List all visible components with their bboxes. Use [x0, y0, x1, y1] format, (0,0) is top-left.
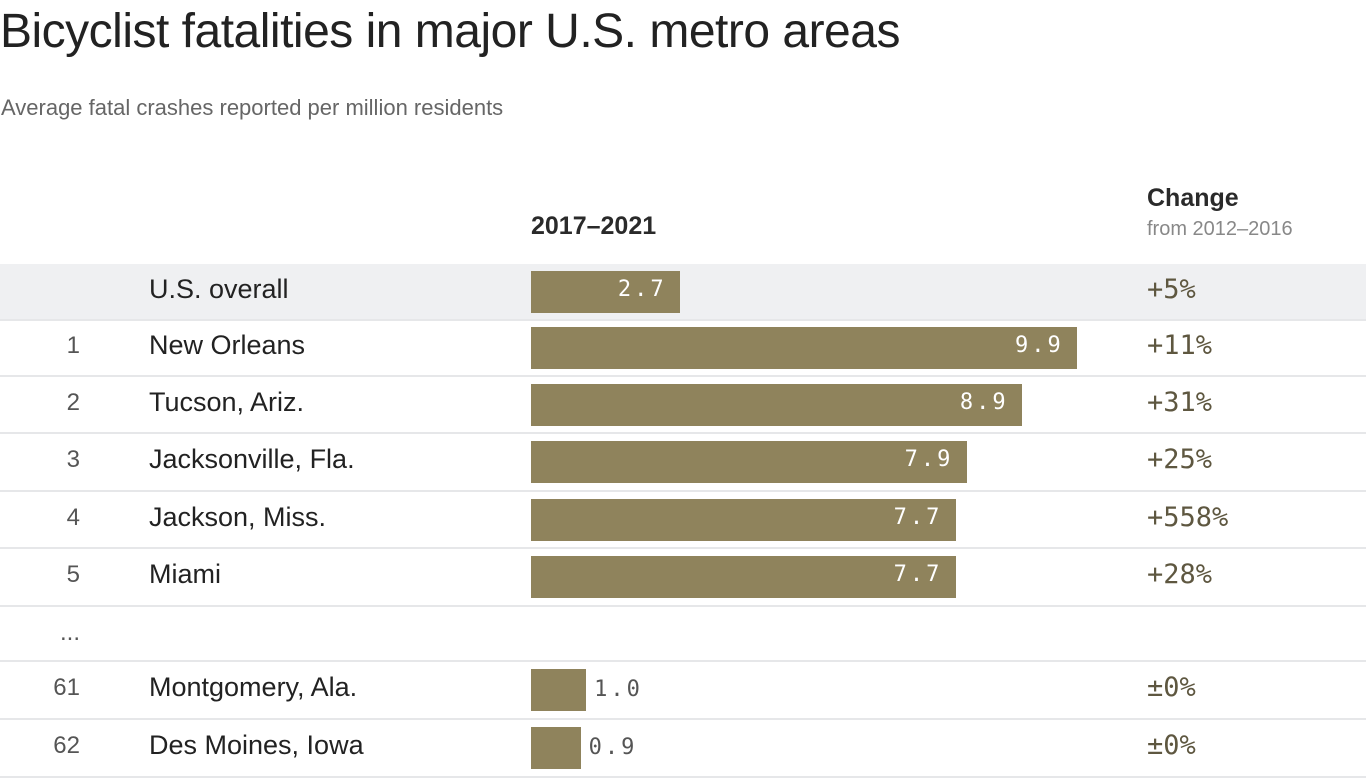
metro-name: Tucson, Ariz.	[149, 387, 305, 417]
change-column-subheader: from 2012–2016	[1147, 218, 1293, 240]
table-row: 2 Tucson, Ariz. 8.9 +31%	[0, 377, 1366, 434]
value-label: 8.9	[959, 390, 1009, 415]
change-column-header: Change	[1147, 184, 1239, 212]
bar	[531, 384, 1022, 426]
change-value: +28%	[1147, 559, 1213, 590]
chart-subtitle: Average fatal crashes reported per milli…	[1, 95, 504, 120]
rank-label: 2	[66, 389, 80, 416]
value-label: 1.0	[594, 677, 643, 702]
chart-title: Bicyclist fatalities in major U.S. metro…	[0, 5, 900, 58]
change-value: +25%	[1147, 444, 1213, 475]
table-row: 4 Jackson, Miss. 7.7 +558%	[0, 492, 1366, 549]
change-value: +31%	[1147, 387, 1213, 418]
rank-label: 3	[66, 446, 80, 473]
bar	[531, 441, 967, 483]
metro-name: U.S. overall	[149, 274, 289, 304]
ellipsis-row: ...	[0, 607, 1366, 662]
metro-name: Miami	[149, 559, 221, 589]
bar	[531, 669, 587, 711]
metro-name: New Orleans	[149, 330, 306, 360]
bar	[531, 727, 581, 769]
value-label: 0.9	[588, 735, 638, 760]
table-row: 61 Montgomery, Ala. 1.0 ±0%	[0, 662, 1366, 720]
rank-label: 4	[66, 504, 80, 531]
value-label: 7.7	[893, 505, 943, 530]
change-value: ±0%	[1147, 730, 1196, 761]
value-label: 7.9	[904, 447, 954, 472]
table-row: 62 Des Moines, Iowa 0.9 ±0%	[0, 720, 1366, 778]
rank-label: 5	[66, 561, 80, 588]
rank-label: 1	[66, 332, 80, 359]
metro-name: Montgomery, Ala.	[149, 672, 358, 702]
value-column-header: 2017–2021	[531, 212, 657, 240]
rank-label: 61	[53, 674, 80, 701]
table-row: 5 Miami 7.7 +28%	[0, 549, 1366, 607]
change-value: +5%	[1147, 274, 1196, 305]
bar	[531, 327, 1077, 369]
metro-name: Des Moines, Iowa	[149, 730, 364, 760]
value-label: 2.7	[617, 277, 667, 302]
table-row: U.S. overall 2.7 +5%	[0, 264, 1366, 321]
value-label: 7.7	[893, 562, 943, 587]
rank-label: 62	[53, 732, 80, 759]
metro-name: Jackson, Miss.	[149, 502, 327, 532]
change-value: +11%	[1147, 330, 1213, 361]
change-value: ±0%	[1147, 672, 1196, 703]
table-row: 3 Jacksonville, Fla. 7.9 +25%	[0, 434, 1366, 492]
metro-name: Jacksonville, Fla.	[149, 444, 355, 474]
bar	[531, 271, 680, 313]
ellipsis: ...	[59, 619, 80, 646]
bar	[531, 499, 956, 541]
change-value: +558%	[1147, 502, 1229, 533]
bar	[531, 556, 956, 598]
value-label: 9.9	[1014, 333, 1064, 358]
table-row: 1 New Orleans 9.9 +11%	[0, 320, 1366, 377]
